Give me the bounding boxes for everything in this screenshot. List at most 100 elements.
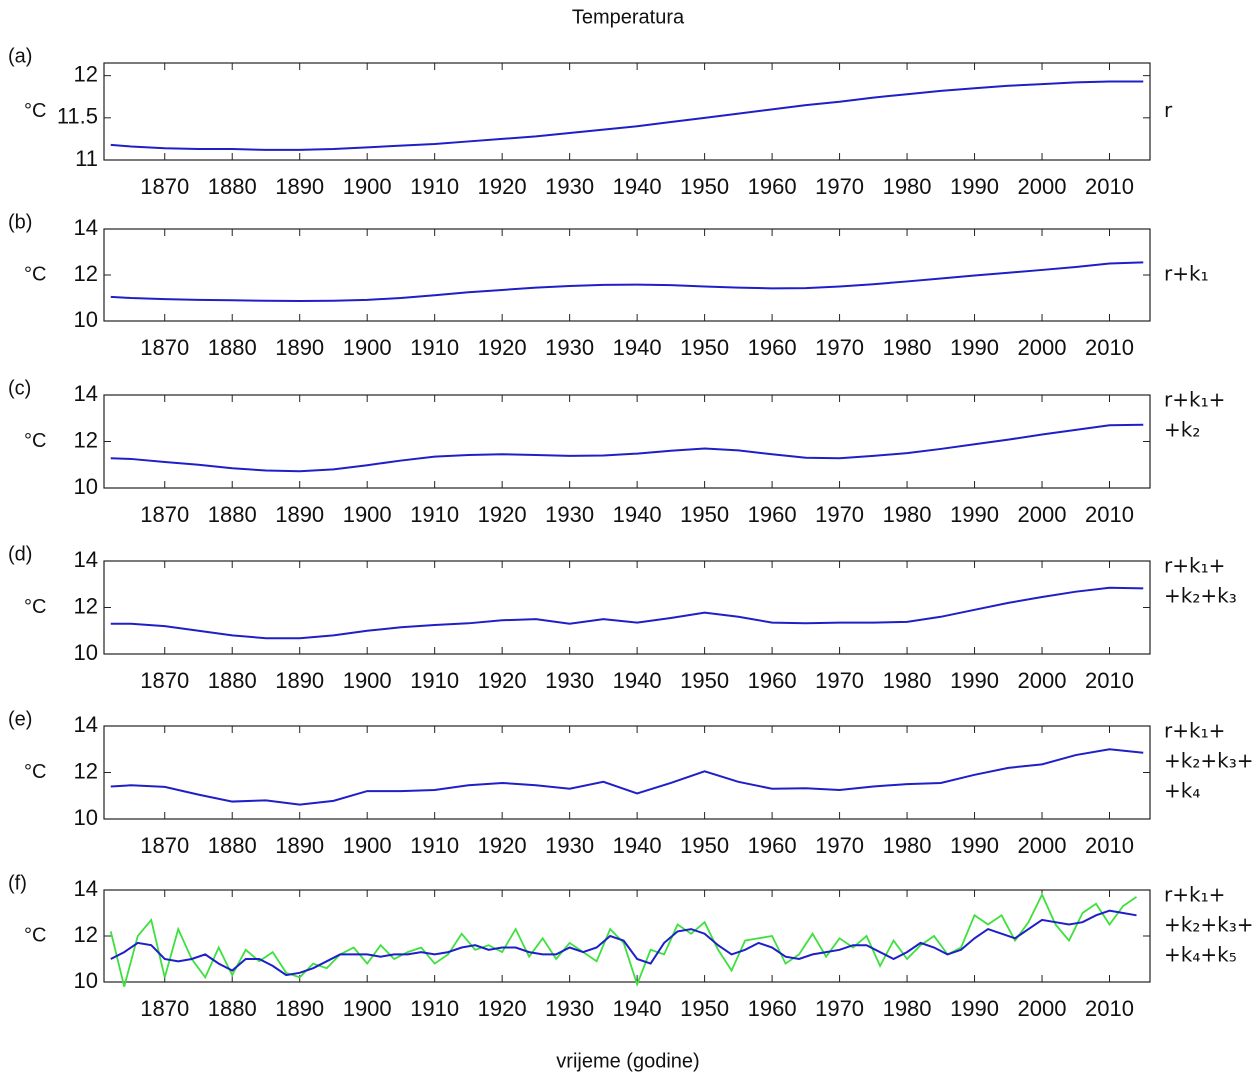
x-tick-label: 1980: [883, 502, 932, 527]
data-line: [110, 748, 1144, 806]
x-tick-label: 1900: [343, 996, 392, 1021]
x-tick-label: 1930: [545, 668, 594, 693]
series-annotation: r+k₁+: [1164, 554, 1225, 578]
x-tick-label: 1990: [950, 335, 999, 360]
y-axis-label: °C: [24, 596, 46, 618]
y-tick-label: 14: [74, 876, 98, 901]
data-line: [110, 909, 1137, 977]
y-tick-label: 10: [74, 307, 98, 332]
y-tick-label: 14: [74, 547, 98, 572]
x-tick-label: 1900: [343, 335, 392, 360]
x-tick-label: 1990: [950, 174, 999, 199]
series-annotation: r+k₁+: [1164, 883, 1225, 907]
y-tick-label: 14: [74, 215, 98, 240]
x-tick-label: 2000: [1018, 833, 1067, 858]
x-tick-label: 1940: [613, 502, 662, 527]
y-axis-label: °C: [24, 263, 46, 285]
y-tick-label: 14: [74, 381, 98, 406]
x-tick-label: 1890: [275, 833, 324, 858]
x-tick-label: 1920: [478, 335, 527, 360]
x-tick-label: 2000: [1018, 502, 1067, 527]
x-tick-label: 1940: [613, 335, 662, 360]
x-tick-label: 1910: [410, 668, 459, 693]
series-annotation: r+k₁+: [1164, 388, 1225, 412]
panel-label: (d): [8, 543, 32, 565]
x-tick-label: 1890: [275, 668, 324, 693]
x-tick-label: 1890: [275, 996, 324, 1021]
x-tick-label: 1930: [545, 174, 594, 199]
x-tick-label: 1910: [410, 335, 459, 360]
y-tick-label: 14: [74, 712, 98, 737]
series-annotation: r+k₁: [1164, 262, 1209, 286]
x-tick-label: 1920: [478, 174, 527, 199]
data-line: [110, 586, 1144, 640]
x-tick-label: 1970: [815, 668, 864, 693]
data-line: [110, 261, 1144, 302]
x-tick-label: 1900: [343, 502, 392, 527]
x-tick-label: 1930: [545, 335, 594, 360]
x-tick-label: 1920: [478, 502, 527, 527]
y-tick-label: 10: [74, 640, 98, 665]
x-tick-label: 1890: [275, 174, 324, 199]
x-tick-label: 1880: [208, 668, 257, 693]
plot-frame: [103, 560, 1151, 655]
x-tick-label: 1900: [343, 668, 392, 693]
panel-label: (c): [8, 377, 31, 399]
x-tick-label: 1980: [883, 833, 932, 858]
x-tick-label: 1990: [950, 996, 999, 1021]
x-tick-label: 2010: [1085, 833, 1134, 858]
x-tick-label: 1960: [748, 833, 797, 858]
x-axis-label: vrijeme (godine): [556, 1050, 699, 1072]
x-tick-label: 1960: [748, 174, 797, 199]
series-annotation: r+k₁+: [1164, 719, 1225, 743]
x-tick-label: 1910: [410, 833, 459, 858]
plot-frame: [103, 228, 1151, 322]
x-tick-label: 1940: [613, 996, 662, 1021]
x-tick-label: 2010: [1085, 335, 1134, 360]
x-tick-label: 1960: [748, 502, 797, 527]
x-tick-label: 1880: [208, 174, 257, 199]
x-tick-label: 2000: [1018, 996, 1067, 1021]
data-line: [109, 892, 1138, 987]
plot-frame: [103, 725, 1151, 820]
x-tick-label: 2000: [1018, 174, 1067, 199]
x-tick-label: 1950: [680, 502, 729, 527]
x-tick-label: 1980: [883, 174, 932, 199]
x-tick-label: 1980: [883, 668, 932, 693]
series-annotation: +k₄: [1164, 779, 1200, 803]
plot-frame: [103, 889, 1151, 983]
y-tick-label: 11: [75, 146, 98, 171]
x-tick-label: 1880: [208, 996, 257, 1021]
x-tick-label: 1870: [140, 335, 189, 360]
x-tick-label: 1890: [275, 502, 324, 527]
x-tick-label: 1980: [883, 335, 932, 360]
y-axis-label: °C: [24, 430, 46, 452]
x-tick-label: 1970: [815, 833, 864, 858]
x-tick-label: 1950: [680, 996, 729, 1021]
y-tick-label: 12: [74, 922, 98, 947]
x-tick-label: 1910: [410, 174, 459, 199]
y-tick-label: 10: [74, 968, 98, 993]
x-tick-label: 1930: [545, 833, 594, 858]
x-tick-label: 1920: [478, 833, 527, 858]
panel-label: (a): [8, 45, 32, 67]
x-tick-label: 1870: [140, 502, 189, 527]
y-tick-label: 11.5: [57, 104, 98, 129]
series-annotation: +k₂: [1164, 418, 1200, 442]
y-tick-label: 12: [74, 61, 98, 86]
panel-label: (b): [8, 211, 32, 233]
x-tick-label: 1930: [545, 502, 594, 527]
x-tick-label: 1960: [748, 335, 797, 360]
y-tick-label: 12: [74, 758, 98, 783]
x-tick-label: 1940: [613, 174, 662, 199]
x-tick-label: 1910: [410, 502, 459, 527]
x-tick-label: 1930: [545, 996, 594, 1021]
data-line: [110, 80, 1144, 151]
y-tick-label: 10: [74, 474, 98, 499]
x-tick-label: 1950: [680, 833, 729, 858]
x-tick-label: 1890: [275, 335, 324, 360]
x-tick-label: 2000: [1018, 668, 1067, 693]
x-tick-label: 2000: [1018, 335, 1067, 360]
y-tick-label: 12: [74, 593, 98, 618]
